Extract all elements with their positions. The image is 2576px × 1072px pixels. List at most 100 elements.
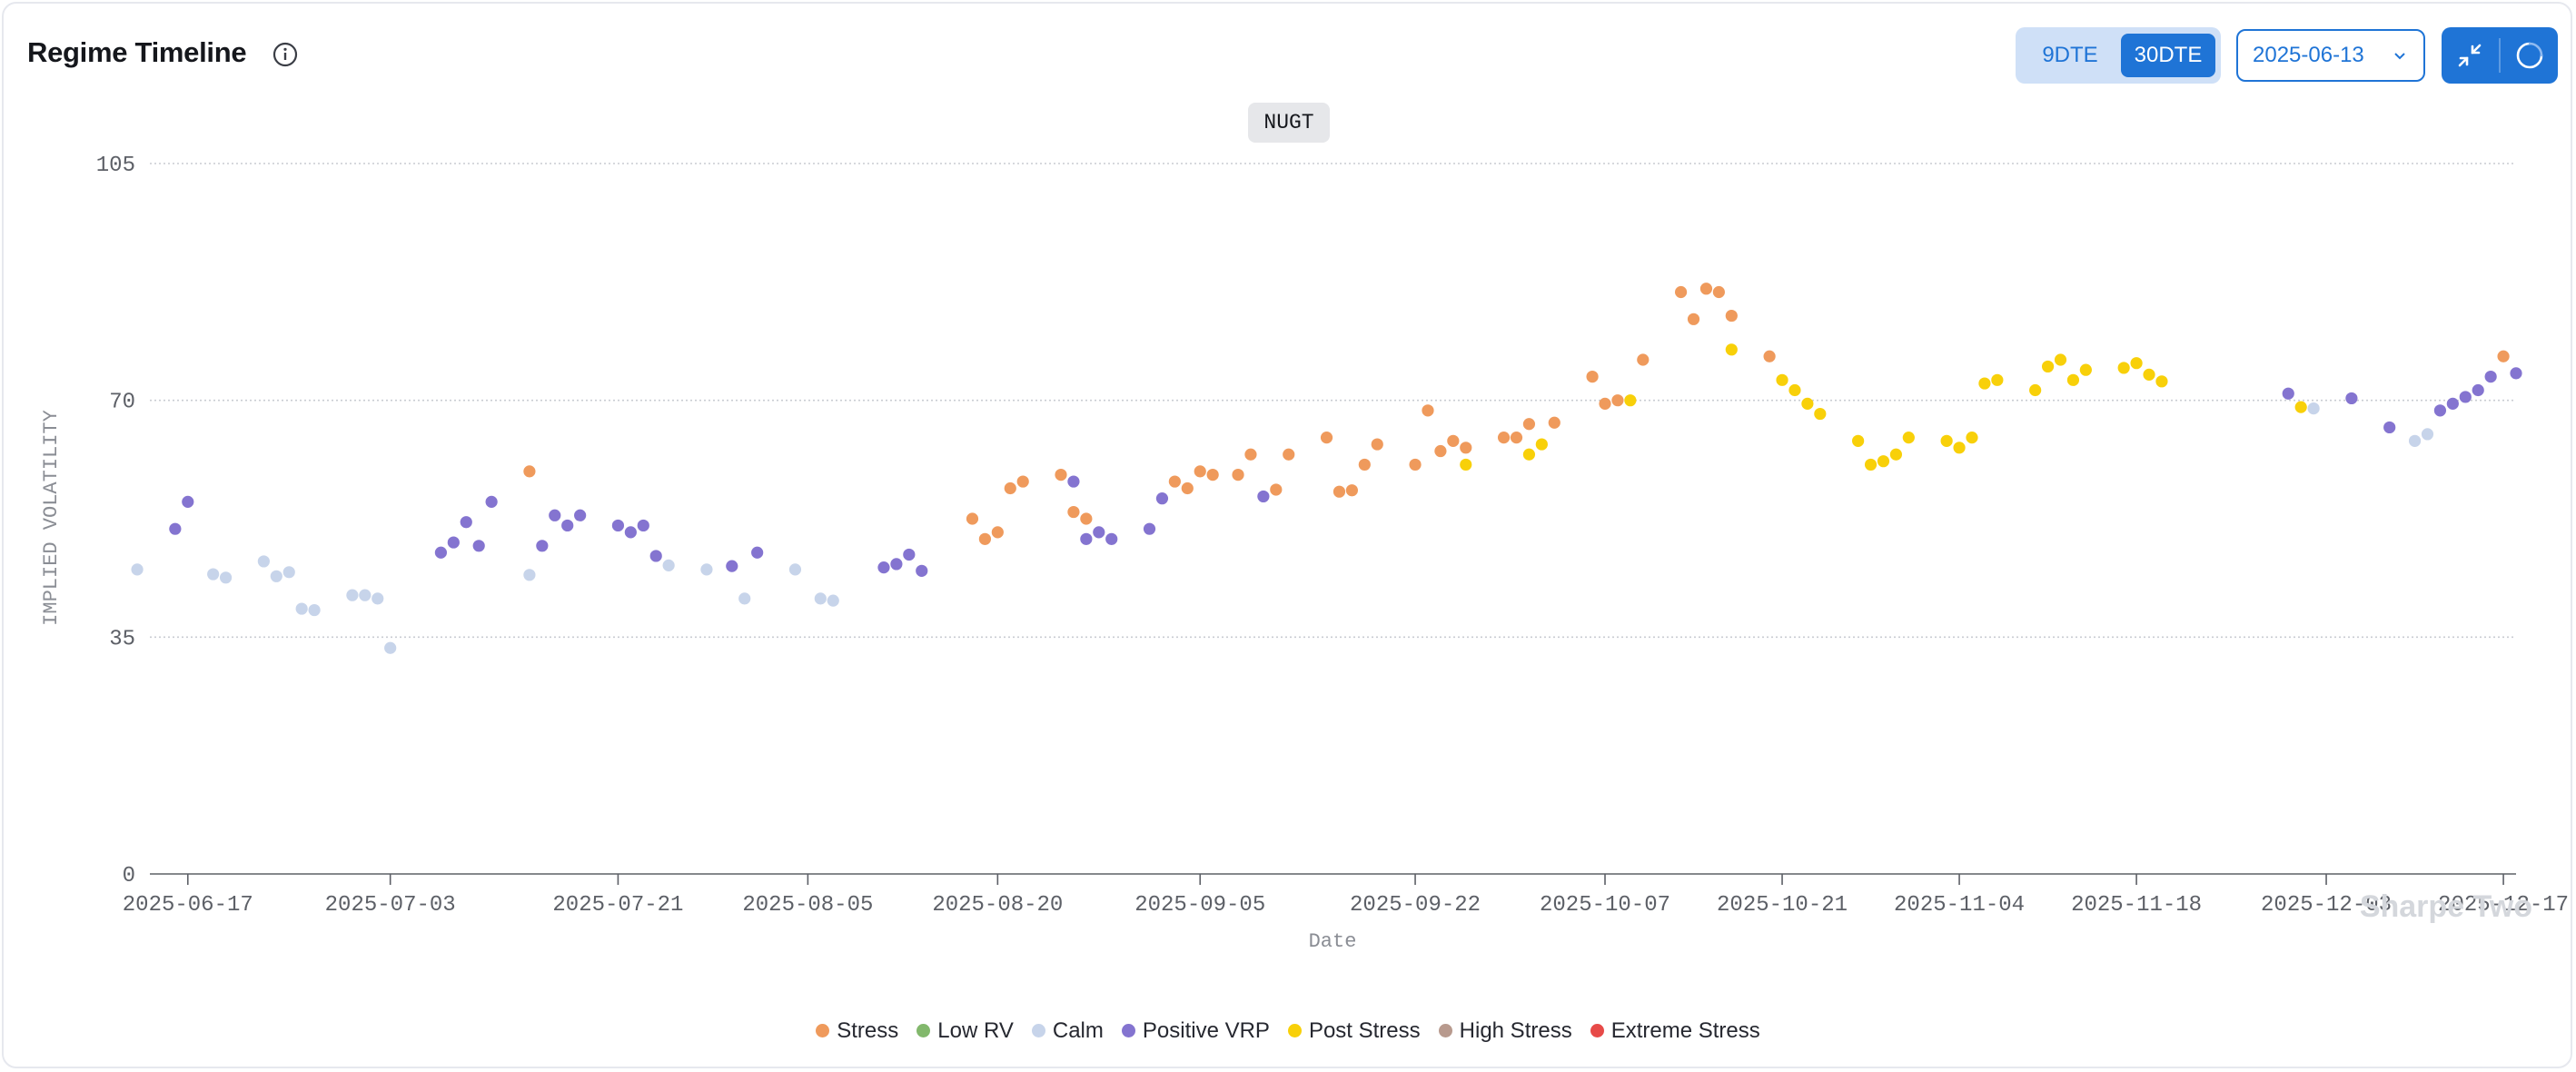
data-point [2041, 360, 2055, 373]
data-point [485, 495, 498, 508]
data-point [460, 516, 472, 529]
data-point [574, 509, 587, 521]
data-point [2117, 362, 2130, 374]
data-point [346, 589, 359, 601]
info-icon[interactable] [272, 42, 298, 67]
data-point [1080, 512, 1093, 525]
legend-swatch [1287, 1024, 1302, 1037]
data-point [966, 512, 979, 525]
data-point [308, 603, 321, 617]
data-point [2472, 383, 2484, 397]
data-point [1637, 353, 1650, 366]
data-points [131, 283, 2522, 654]
data-point [2433, 404, 2447, 417]
legend-item[interactable]: Positive VRP [1121, 1018, 1270, 1044]
data-point [1548, 416, 1560, 429]
series-stress [523, 283, 2510, 545]
data-point [359, 589, 372, 601]
legend-item[interactable]: Stress [816, 1018, 898, 1044]
data-point [1447, 434, 1460, 447]
data-point [1814, 407, 1827, 421]
data-point [978, 532, 992, 545]
chart-actions [2442, 27, 2558, 84]
data-point [2484, 371, 2497, 383]
dte-30-button[interactable]: 30DTE [2121, 34, 2215, 77]
data-point [1801, 397, 1814, 410]
loading-spinner-icon[interactable] [2502, 27, 2558, 84]
data-point [890, 558, 903, 571]
y-tick-label: 35 [109, 627, 135, 651]
data-point [1864, 458, 1878, 471]
legend-swatch [1590, 1024, 1604, 1037]
data-point [649, 550, 662, 562]
series-post-stress [1460, 343, 2307, 471]
data-point [1535, 438, 1548, 451]
legend-swatch [1121, 1024, 1135, 1037]
x-tick-label: 2025-10-07 [1540, 893, 1670, 918]
data-point [2066, 373, 2080, 386]
data-point [1611, 394, 1624, 407]
legend-item[interactable]: Calm [1031, 1018, 1104, 1044]
dte-9-button[interactable]: 9DTE [2042, 43, 2098, 67]
legend-label: Positive VRP [1142, 1018, 1270, 1043]
data-point [903, 548, 916, 561]
data-point [295, 602, 308, 615]
data-point [270, 570, 282, 582]
legend-item[interactable]: Extreme Stress [1590, 1018, 1760, 1044]
data-point [257, 555, 270, 568]
data-point [738, 592, 751, 605]
data-point [1320, 432, 1333, 444]
x-tick-label: 2025-12-17 [2438, 893, 2569, 918]
data-point [1422, 404, 1434, 417]
legend-item[interactable]: High Stress [1438, 1018, 1572, 1044]
data-point [1687, 313, 1700, 325]
legend-swatch [916, 1024, 931, 1037]
y-tick-label: 70 [109, 391, 135, 415]
data-point [2510, 367, 2522, 380]
data-point [1232, 468, 1244, 481]
data-point [1080, 532, 1093, 545]
collapse-icon[interactable] [2442, 27, 2498, 84]
data-point [1522, 418, 1536, 431]
data-point [1093, 526, 1105, 539]
x-tick-label: 2025-08-20 [932, 893, 1063, 918]
data-point [1586, 371, 1599, 383]
data-point [1599, 397, 1611, 410]
series-positive-vrp [169, 367, 2522, 577]
legend-swatch [1031, 1024, 1045, 1037]
dte-toggle: 9DTE 30DTE [2016, 27, 2221, 84]
legend-label: Low RV [937, 1018, 1014, 1043]
data-point [1257, 490, 1270, 503]
page-title: Regime Timeline [27, 36, 247, 68]
data-point [1991, 373, 2004, 386]
data-point [472, 540, 485, 552]
data-point [916, 564, 928, 577]
legend-label: High Stress [1459, 1018, 1572, 1043]
legend-item[interactable]: Post Stress [1287, 1018, 1421, 1044]
data-point [561, 519, 574, 532]
data-point [1674, 285, 1688, 299]
data-point [726, 560, 738, 572]
data-point [2307, 402, 2320, 415]
date-select-value: 2025-06-13 [2253, 43, 2364, 67]
data-point [1788, 383, 1801, 397]
data-point [1016, 475, 1029, 488]
data-point [1966, 432, 1978, 444]
date-select[interactable]: 2025-06-13 [2236, 29, 2425, 82]
legend-label: Calm [1052, 1018, 1104, 1043]
data-point [1345, 484, 1358, 497]
data-point [1055, 468, 1067, 481]
data-point [1270, 483, 1283, 496]
data-point [549, 509, 561, 521]
legend-item[interactable]: Low RV [916, 1018, 1014, 1044]
data-point [372, 592, 384, 605]
data-point [2497, 350, 2510, 362]
data-point [2282, 387, 2294, 400]
data-point [2294, 401, 2307, 413]
data-point [1725, 343, 1738, 356]
data-point [1940, 434, 1953, 447]
data-point [637, 519, 649, 532]
x-tick-label: 2025-07-03 [325, 893, 456, 918]
legend-label: Post Stress [1308, 1018, 1421, 1043]
